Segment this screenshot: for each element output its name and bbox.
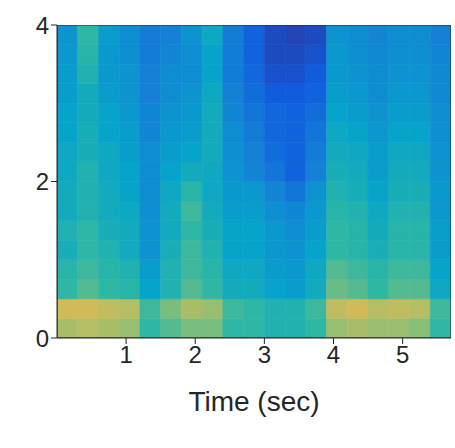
svg-text:0: 0 (36, 325, 49, 352)
svg-text:2: 2 (36, 168, 49, 195)
svg-text:5: 5 (396, 341, 409, 368)
svg-text:Time (sec): Time (sec) (188, 386, 319, 417)
svg-text:3: 3 (258, 341, 271, 368)
svg-text:1: 1 (119, 341, 132, 368)
svg-text:2: 2 (189, 341, 202, 368)
svg-text:4: 4 (327, 341, 340, 368)
svg-text:4: 4 (36, 12, 49, 39)
